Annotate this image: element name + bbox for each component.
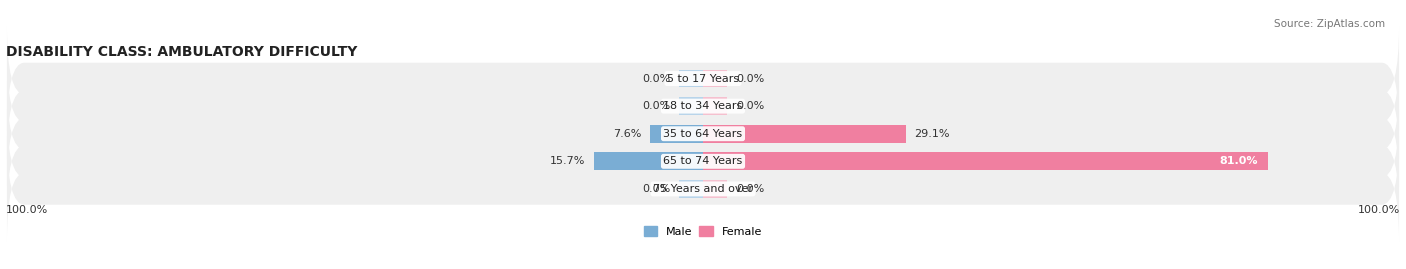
FancyBboxPatch shape [7,25,1399,132]
Text: 0.0%: 0.0% [643,73,671,83]
Text: 100.0%: 100.0% [6,205,48,215]
Text: 29.1%: 29.1% [914,129,950,139]
Text: 0.0%: 0.0% [643,184,671,194]
FancyBboxPatch shape [7,53,1399,159]
Text: 35 to 64 Years: 35 to 64 Years [664,129,742,139]
Bar [679,97,703,115]
FancyBboxPatch shape [7,80,1399,187]
Bar [593,152,703,170]
Text: 75 Years and over: 75 Years and over [652,184,754,194]
Bar [703,180,727,198]
Text: 18 to 34 Years: 18 to 34 Years [664,101,742,111]
Text: 0.0%: 0.0% [735,101,763,111]
Text: 65 to 74 Years: 65 to 74 Years [664,156,742,166]
FancyBboxPatch shape [7,108,1399,215]
Bar [703,125,905,143]
Bar [703,97,727,115]
Bar [703,152,1268,170]
Bar [679,180,703,198]
Text: 81.0%: 81.0% [1219,156,1257,166]
Text: 0.0%: 0.0% [735,73,763,83]
Bar [679,70,703,87]
Text: 0.0%: 0.0% [643,101,671,111]
Text: 5 to 17 Years: 5 to 17 Years [666,73,740,83]
Text: 15.7%: 15.7% [550,156,585,166]
Bar [703,70,727,87]
Bar [650,125,703,143]
Text: Source: ZipAtlas.com: Source: ZipAtlas.com [1274,19,1385,29]
Text: DISABILITY CLASS: AMBULATORY DIFFICULTY: DISABILITY CLASS: AMBULATORY DIFFICULTY [6,45,357,59]
Text: 100.0%: 100.0% [1358,205,1400,215]
Text: 0.0%: 0.0% [735,184,763,194]
Text: 7.6%: 7.6% [613,129,641,139]
Legend: Male, Female: Male, Female [640,222,766,241]
FancyBboxPatch shape [7,136,1399,242]
